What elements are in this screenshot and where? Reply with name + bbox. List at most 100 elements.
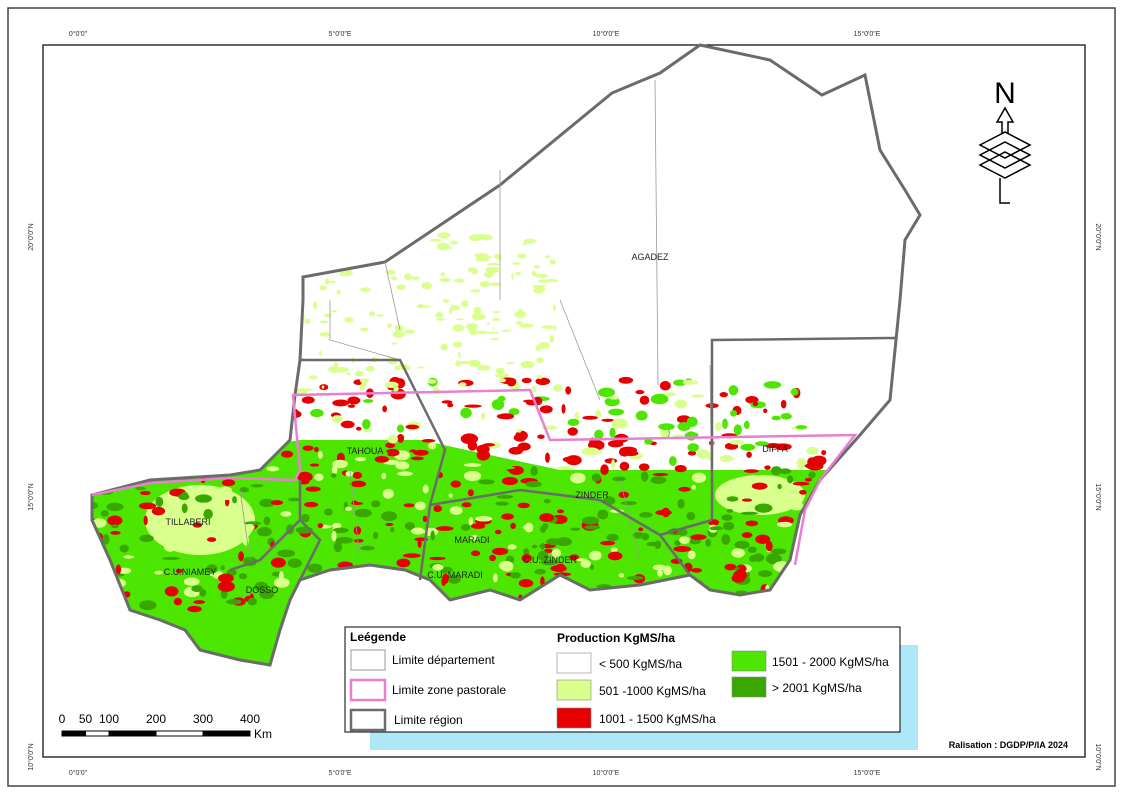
vegetation-patch [467, 359, 481, 367]
vegetation-patch [259, 589, 275, 600]
vegetation-patch [422, 484, 429, 494]
vegetation-patch [280, 511, 292, 517]
scale-label: 400 [240, 712, 260, 726]
vegetation-patch [480, 412, 486, 420]
vegetation-patch [687, 550, 696, 560]
vegetation-patch [765, 540, 773, 552]
vegetation-patch [584, 525, 601, 530]
region-label: DOSSO [246, 585, 279, 595]
vegetation-patch [721, 514, 733, 521]
vegetation-patch [468, 267, 475, 273]
vegetation-patch [353, 526, 362, 535]
vegetation-patch [350, 480, 367, 488]
vegetation-patch [305, 486, 321, 492]
coord-label: 15°0'0"N [27, 483, 35, 510]
vegetation-patch [498, 378, 507, 383]
vegetation-patch [239, 487, 250, 493]
vegetation-patch [244, 523, 255, 531]
vegetation-patch [352, 471, 363, 479]
vegetation-patch [749, 555, 757, 563]
vegetation-patch [608, 408, 625, 416]
vegetation-patch [611, 459, 616, 470]
vegetation-patch [517, 253, 527, 259]
vegetation-patch [515, 430, 528, 441]
north-arrow: N [978, 77, 1032, 204]
vegetation-patch [691, 394, 705, 398]
vegetation-patch [435, 312, 444, 318]
vegetation-patch [746, 451, 752, 458]
vegetation-patch [501, 476, 518, 486]
vegetation-patch [396, 424, 405, 433]
vegetation-patch [374, 455, 390, 463]
vegetation-patch [780, 412, 792, 420]
vegetation-patch [382, 405, 388, 413]
vegetation-patch [534, 273, 549, 278]
vegetation-patch [538, 342, 550, 349]
vegetation-patch [685, 431, 697, 441]
vegetation-patch [273, 577, 290, 588]
vegetation-patch [650, 476, 667, 485]
vegetation-patch [741, 532, 753, 539]
vegetation-patch [489, 554, 496, 562]
vegetation-patch [719, 391, 729, 398]
vegetation-patch [730, 410, 738, 417]
vegetation-patch [696, 449, 711, 459]
coord-label: 5°0'0"E [329, 769, 352, 777]
vegetation-patch [591, 473, 601, 482]
vegetation-patch [411, 527, 425, 535]
vegetation-patch [535, 377, 551, 386]
vegetation-patch [404, 522, 415, 531]
vegetation-patch [777, 483, 782, 490]
vegetation-patch [335, 537, 354, 544]
vegetation-patch [117, 567, 132, 574]
vegetation-patch [403, 503, 415, 508]
vegetation-patch [397, 433, 405, 443]
vegetation-patch [561, 404, 566, 414]
vegetation-patch [498, 494, 513, 499]
vegetation-patch [304, 318, 311, 324]
vegetation-patch [656, 569, 663, 577]
vegetation-patch [485, 267, 500, 274]
vegetation-patch [530, 466, 538, 476]
vegetation-patch [439, 234, 449, 239]
vegetation-patch [638, 527, 644, 532]
vegetation-patch [498, 413, 515, 420]
vegetation-patch [740, 511, 759, 516]
vegetation-patch [403, 273, 412, 281]
vegetation-patch [565, 386, 572, 395]
scale-label: 300 [193, 712, 213, 726]
region-boundaries [229, 336, 896, 581]
vegetation-patch [541, 325, 555, 329]
credit: Ralisation : DGDP/P/IA 2024 [949, 740, 1068, 750]
vegetation-patch [359, 385, 365, 391]
vegetation-patch [544, 255, 551, 259]
vegetation-patch [478, 479, 495, 485]
vegetation-patch [447, 574, 461, 584]
vegetation-patch [601, 418, 615, 422]
vegetation-patch [520, 360, 535, 369]
vegetation-patch [380, 511, 398, 522]
arrow-layers [978, 131, 1032, 179]
vegetation-patch [721, 534, 731, 545]
vegetation-patch [486, 322, 491, 325]
vegetation-patch [589, 564, 594, 570]
vegetation-patch [331, 415, 343, 423]
vegetation-patch [318, 285, 328, 291]
vegetation-patch [347, 404, 356, 408]
vegetation-patch [362, 399, 374, 403]
vegetation-patch [650, 393, 669, 405]
vegetation-patch [677, 499, 685, 509]
vegetation-patch [598, 387, 616, 398]
vegetation-patch [491, 547, 509, 556]
vegetation-patch [787, 475, 794, 484]
vegetation-patch [521, 553, 532, 563]
vegetation-patch [376, 314, 384, 317]
vegetation-patch [394, 365, 403, 371]
vegetation-patch [523, 548, 530, 556]
vegetation-patch [206, 537, 217, 542]
vegetation-patch [481, 234, 493, 241]
legend-label: 501 -1000 KgMS/ha [599, 684, 706, 698]
vegetation-patch [691, 568, 703, 573]
legend-label: < 500 KgMS/ha [599, 657, 682, 671]
